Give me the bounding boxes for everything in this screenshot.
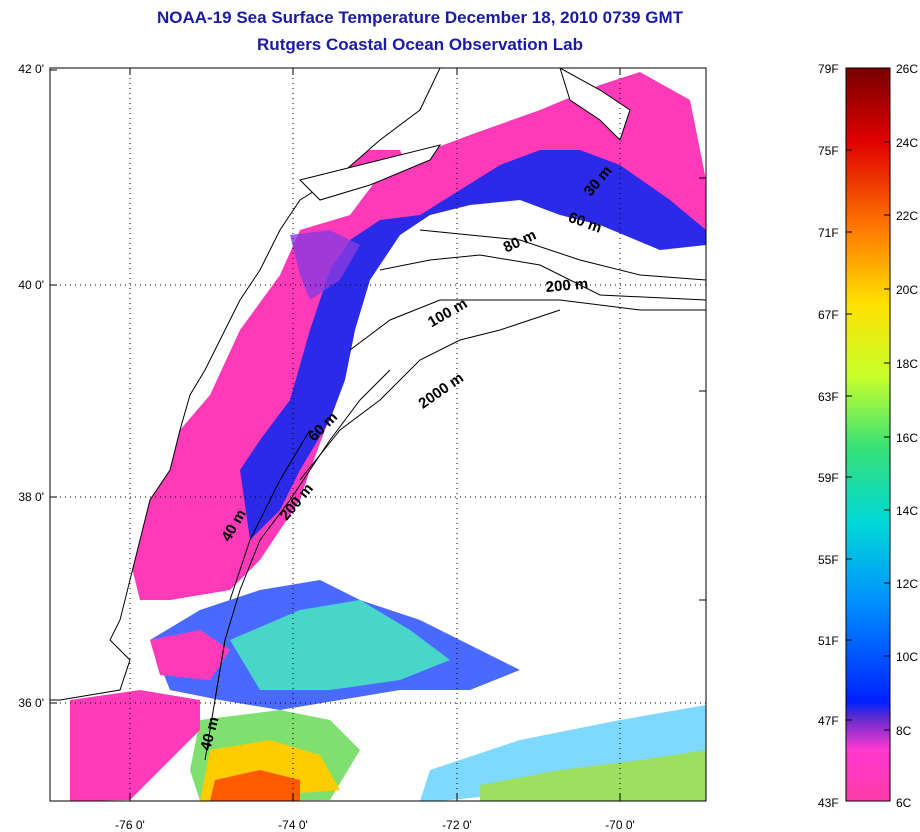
colorbar-c-label: 26C — [896, 62, 919, 76]
isobaths — [204, 229, 706, 761]
colorbar-c-label: 12C — [896, 577, 919, 591]
colorbar-c-label: 8C — [896, 724, 912, 738]
colorbar — [845, 67, 891, 802]
colorbar-f-label: 43F — [818, 796, 839, 810]
graticule — [50, 68, 706, 801]
lon-tick-label: -72 0' — [442, 818, 472, 832]
map-frame — [49, 67, 707, 802]
sst-gulfstream-hot — [210, 770, 300, 801]
colorbar-f-label: 71F — [818, 226, 839, 240]
coastline — [50, 68, 631, 701]
sst-southeast-green — [480, 750, 706, 801]
colorbar-f-label: 79F — [818, 62, 839, 76]
lon-tick-label: -74 0' — [278, 818, 308, 832]
colorbar-c-label: 10C — [896, 650, 919, 664]
cape-cod — [559, 68, 631, 141]
isobath-line — [204, 639, 226, 761]
colorbar-ticks — [846, 141, 890, 731]
colorbar-f-label: 47F — [818, 714, 839, 728]
isobath-label: 2000 m — [415, 369, 466, 412]
sst-south-pink — [150, 630, 230, 680]
map-title: NOAA-19 Sea Surface Temperature December… — [157, 8, 683, 27]
isobath-line — [349, 299, 706, 351]
colorbar-c-label: 20C — [896, 283, 919, 297]
sst-shelf-blue — [240, 150, 706, 540]
isobath-line — [259, 369, 391, 541]
lat-tick-label: 40 0' — [18, 278, 44, 292]
colorbar-c-label: 14C — [896, 504, 919, 518]
colorbar-c-label: 18C — [896, 357, 919, 371]
isobath-label: 80 m — [501, 226, 539, 256]
colorbar-f-label: 51F — [818, 634, 839, 648]
lat-tick-label: 36 0' — [18, 696, 44, 710]
colorbar-c-label: 16C — [896, 431, 919, 445]
map-subtitle: Rutgers Coastal Ocean Observation Lab — [257, 35, 583, 54]
colorbar-c-label: 6C — [896, 796, 912, 810]
sst-purple — [290, 230, 360, 300]
colorbar-f-label: 75F — [818, 144, 839, 158]
isobath-line — [299, 309, 561, 481]
lon-tick-label: -70 0' — [605, 818, 635, 832]
sst-southeast-band — [420, 705, 706, 801]
isobath-label: 200 m — [545, 275, 589, 296]
colorbar-f-label: 59F — [818, 471, 839, 485]
lon-tick-label: -76 0' — [115, 818, 145, 832]
sst-pink-south — [70, 690, 200, 801]
isobath-line — [229, 429, 311, 601]
lat-tick-label: 42 0' — [18, 62, 44, 76]
long-island — [299, 144, 442, 201]
colorbar-f-label: 55F — [818, 553, 839, 567]
colorbar-f-label: 67F — [818, 308, 839, 322]
isobath-line — [379, 254, 706, 301]
sst-south-cyan — [230, 600, 450, 690]
lat-tick-label: 38 0' — [18, 490, 44, 504]
colorbar-f-label: 63F — [818, 390, 839, 404]
isobath-line — [419, 229, 706, 281]
colorbar-c-label: 24C — [896, 136, 919, 150]
colorbar-c-label: 22C — [896, 209, 919, 223]
frame-ticks — [50, 68, 706, 801]
